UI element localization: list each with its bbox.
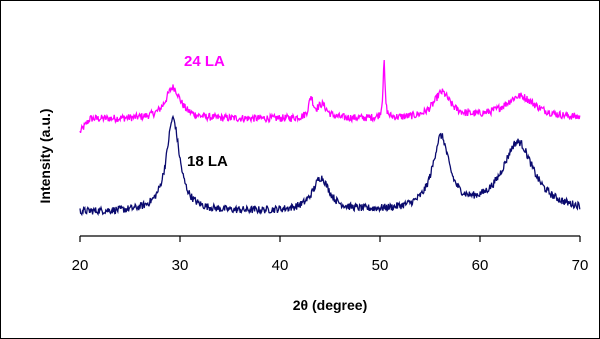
- x-tick-label-70: 70: [572, 257, 589, 274]
- series-line-24-la: [79, 59, 581, 134]
- series-line-18-la: [79, 114, 581, 217]
- x-tick-label-20: 20: [72, 257, 89, 274]
- x-tick-label-30: 30: [172, 257, 189, 274]
- x-axis-title: 2θ (degree): [293, 297, 367, 313]
- x-tick-label-60: 60: [472, 257, 489, 274]
- series-label-18la: 18 LA: [187, 153, 228, 170]
- x-tick-label-50: 50: [372, 257, 389, 274]
- y-axis-title: Intensity (a.u.): [37, 109, 53, 204]
- x-tick-label-40: 40: [272, 257, 289, 274]
- series-label-24la: 24 LA: [184, 53, 225, 70]
